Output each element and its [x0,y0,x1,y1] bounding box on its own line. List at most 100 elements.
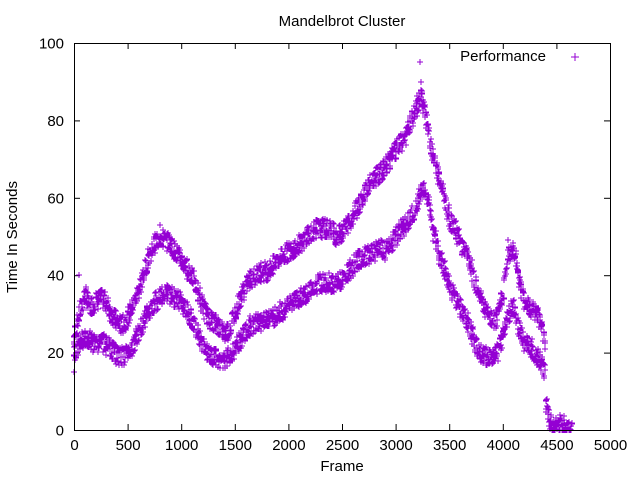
data-point [539,356,545,362]
data-point [344,226,350,232]
data-point [453,218,459,224]
data-point [148,258,154,264]
data-point [494,317,500,323]
data-point-outlier [417,59,423,65]
data-point [417,98,423,104]
data-point [144,269,150,275]
data-point [122,359,128,365]
data-point [152,290,158,296]
x-tick-label: 2000 [272,437,305,454]
data-point [92,307,98,313]
data-point [514,263,520,269]
data-point [436,170,442,176]
data-point [123,343,129,349]
data-point [256,264,262,270]
data-point [424,112,430,118]
data-point [136,337,142,343]
data-point [435,243,441,249]
data-point [433,228,439,234]
data-point [243,321,249,327]
data-point [160,244,166,250]
data-point [281,251,287,257]
data-point [200,296,206,302]
data-point [93,290,99,296]
data-point [397,235,403,241]
data-point [120,330,126,336]
y-tick-label: 20 [47,345,64,362]
data-point [465,310,471,316]
data-point [269,270,275,276]
data-point [129,310,135,316]
data-point [528,339,534,345]
data-point [197,328,203,334]
data-point [496,308,502,314]
data-point [515,270,521,276]
data-point [114,355,120,361]
data-point [208,351,214,357]
data-point [382,257,388,263]
data-point [410,120,416,126]
data-point [446,202,452,208]
data-point [507,258,513,264]
data-point [155,306,161,312]
data-point [539,323,545,329]
data-point [439,250,445,256]
data-point [507,315,513,321]
data-point [292,238,298,244]
data-point [407,127,413,133]
x-tick-label: 4000 [487,437,520,454]
data-point [283,306,289,312]
data-point [252,279,258,285]
data-point [195,280,201,286]
data-point [501,332,507,338]
data-point [460,239,466,245]
data-point [313,281,319,287]
data-point [546,407,552,413]
data-point [106,313,112,319]
data-point [455,227,461,233]
data-point [178,292,184,298]
data-point [227,323,233,329]
data-point-outlier [505,237,511,243]
data-point [541,332,547,338]
data-point [372,245,378,251]
x-tick-label: 3000 [379,437,412,454]
data-point [377,171,383,177]
data-point [305,224,311,230]
legend-marker [571,53,579,61]
data-point-outlier [420,110,426,116]
data-point-outlier [418,94,424,100]
data-point [541,361,547,367]
data-point-outlier [419,102,425,108]
data-point [184,257,190,263]
data-point [196,291,202,297]
data-point [132,347,138,353]
data-point [330,220,336,226]
data-point [378,237,384,243]
data-point [419,88,425,94]
data-point [515,315,521,321]
data-point [171,286,177,292]
data-point [125,323,131,329]
data-point [188,310,194,316]
data-point-outlier [157,222,163,228]
data-point [537,312,543,318]
data-point [471,282,477,288]
data-point [536,311,542,317]
data-point [391,145,397,151]
data-point [314,280,320,286]
data-point [511,297,517,303]
data-point [470,268,476,274]
data-point [306,231,312,237]
data-point [183,258,189,264]
chart-title: Mandelbrot Cluster [279,13,406,30]
data-point [116,320,122,326]
data-point [542,338,548,344]
data-point [174,257,180,263]
data-point [442,265,448,271]
data-point [112,322,118,328]
data-point [154,307,160,313]
data-point [380,250,386,256]
data-point [384,170,390,176]
data-point [394,242,400,248]
